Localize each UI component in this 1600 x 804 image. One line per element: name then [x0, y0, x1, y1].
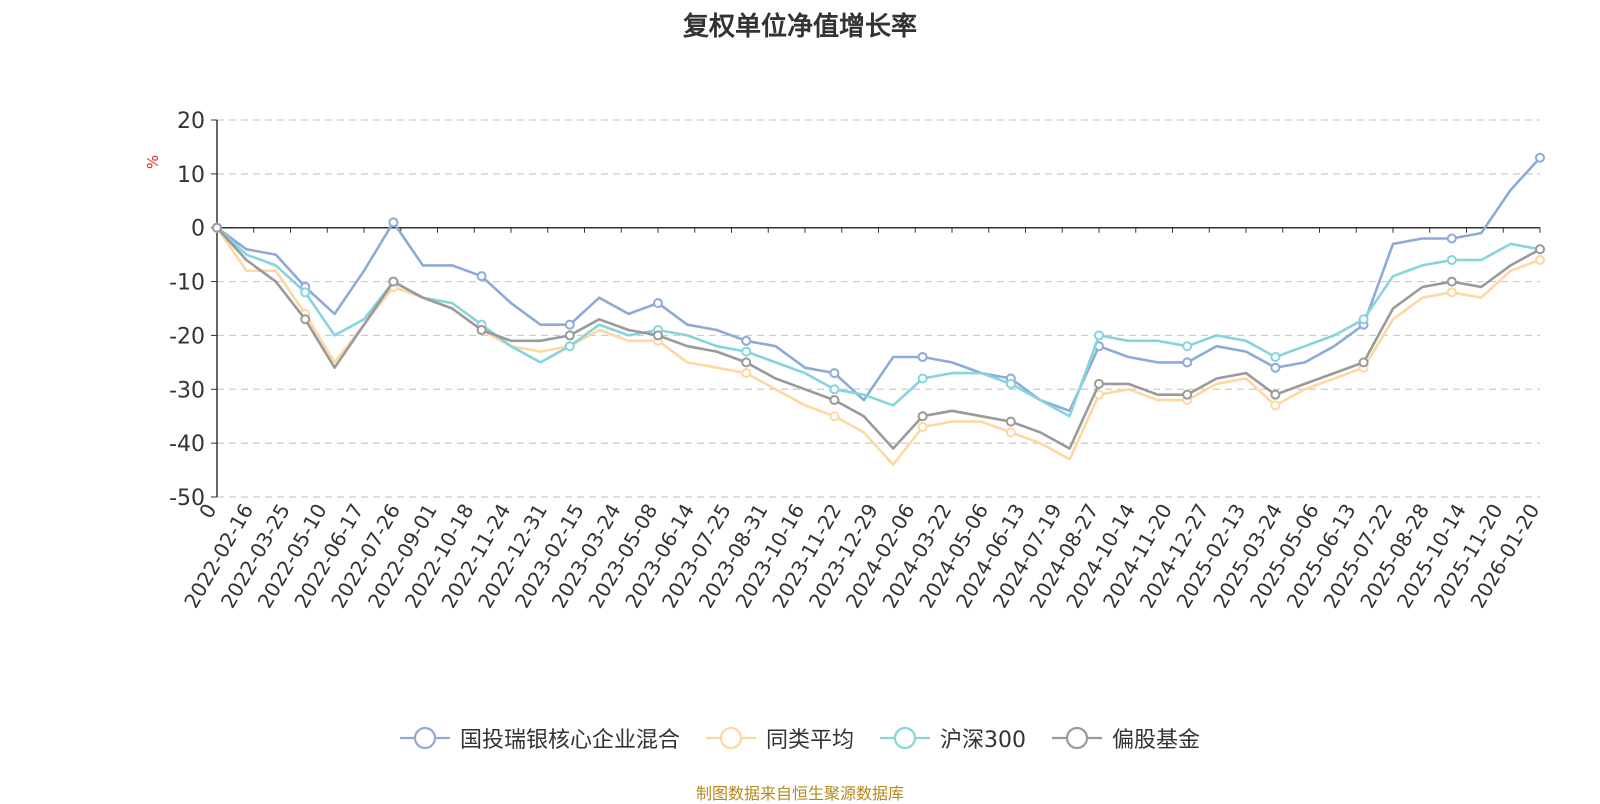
- legend: 国投瑞银核心企业混合 同类平均 沪深300 偏股基金: [0, 722, 1600, 754]
- series-4-point: [212, 222, 222, 233]
- series-1-point: [1182, 357, 1193, 368]
- series-1-point: [917, 351, 928, 362]
- y-tick-label: -40: [169, 432, 205, 457]
- series-1-point: [476, 271, 487, 282]
- line-chart: 20100-10-20-30-40-50%02022-02-162022-03-…: [144, 109, 1545, 612]
- series-3-point: [1005, 378, 1016, 389]
- series-1-point: [741, 335, 752, 346]
- series-2-point: [917, 421, 928, 432]
- series-3-point: [564, 341, 575, 352]
- series-4-point: [1270, 389, 1281, 400]
- series-3-point: [1182, 341, 1193, 352]
- series-3-point: [917, 373, 928, 384]
- series-2-point: [1446, 287, 1457, 298]
- legend-item[interactable]: 同类平均: [705, 722, 854, 754]
- series-2-point: [1535, 255, 1545, 266]
- y-tick-label: 10: [177, 163, 205, 188]
- series-4-point: [1446, 276, 1457, 287]
- legend-label: 偏股基金: [1112, 728, 1201, 753]
- series-4-point: [564, 330, 575, 341]
- series-4-point: [388, 276, 399, 287]
- y-tick-label: -20: [169, 324, 205, 349]
- series-3-point: [1358, 314, 1369, 325]
- series-2-point: [1270, 400, 1281, 411]
- series-1-point: [1270, 362, 1281, 373]
- legend-label: 同类平均: [765, 728, 854, 753]
- series-line-4: [216, 226, 1541, 450]
- series-line-1: [216, 156, 1541, 413]
- y-tick-label: 20: [177, 109, 205, 134]
- series-line-3: [216, 226, 1541, 418]
- series-4-point: [653, 330, 663, 341]
- series-4-point: [1535, 244, 1545, 255]
- series-3-point: [1270, 351, 1281, 362]
- x-tick-label: 0: [194, 500, 221, 523]
- series-4-point: [476, 325, 487, 336]
- legend-item[interactable]: 偏股基金: [1052, 722, 1200, 754]
- series-4-point: [1358, 357, 1369, 368]
- series-3-point: [829, 384, 840, 395]
- legend-marker-icon: [705, 726, 756, 750]
- series-4-point: [917, 411, 928, 422]
- series-1-point: [564, 319, 575, 330]
- y-tick-label: -10: [169, 271, 205, 296]
- legend-marker-icon: [399, 726, 450, 750]
- series-4-point: [741, 357, 752, 368]
- series-4-point: [1005, 416, 1016, 427]
- legend-marker-icon: [1052, 726, 1102, 750]
- series-4-point: [300, 314, 311, 325]
- legend-marker-icon: [880, 726, 930, 750]
- series-2-point: [1005, 427, 1016, 438]
- series-1-point: [1446, 233, 1457, 244]
- chart-title: 复权单位净值增长率: [682, 12, 917, 42]
- series-1-point: [829, 368, 840, 379]
- y-tick-label: -30: [169, 378, 205, 403]
- y-axis-label: %: [144, 155, 162, 169]
- legend-label: 沪深300: [940, 728, 1026, 753]
- series-3-point: [300, 287, 311, 298]
- series-3-point: [741, 346, 752, 357]
- source-note: 制图数据来自恒生聚源数据库: [695, 784, 904, 803]
- series-3-point: [1094, 330, 1104, 341]
- series-1-point: [653, 298, 663, 309]
- y-tick-label: 0: [191, 217, 205, 242]
- series-3-point: [1446, 255, 1457, 266]
- series-2-point: [829, 411, 840, 422]
- legend-item[interactable]: 国投瑞银核心企业混合: [399, 722, 680, 754]
- legend-label: 国投瑞银核心企业混合: [459, 728, 680, 753]
- legend-item[interactable]: 沪深300: [880, 722, 1026, 754]
- series-4-point: [1094, 378, 1104, 389]
- series-line-2: [215, 226, 1541, 467]
- y-tick-label: -50: [169, 486, 205, 511]
- series-4-point: [1182, 389, 1193, 400]
- series-1-point: [1535, 152, 1545, 163]
- series-2-point: [741, 368, 752, 379]
- series-1-point: [388, 217, 399, 228]
- series-4-point: [829, 395, 840, 406]
